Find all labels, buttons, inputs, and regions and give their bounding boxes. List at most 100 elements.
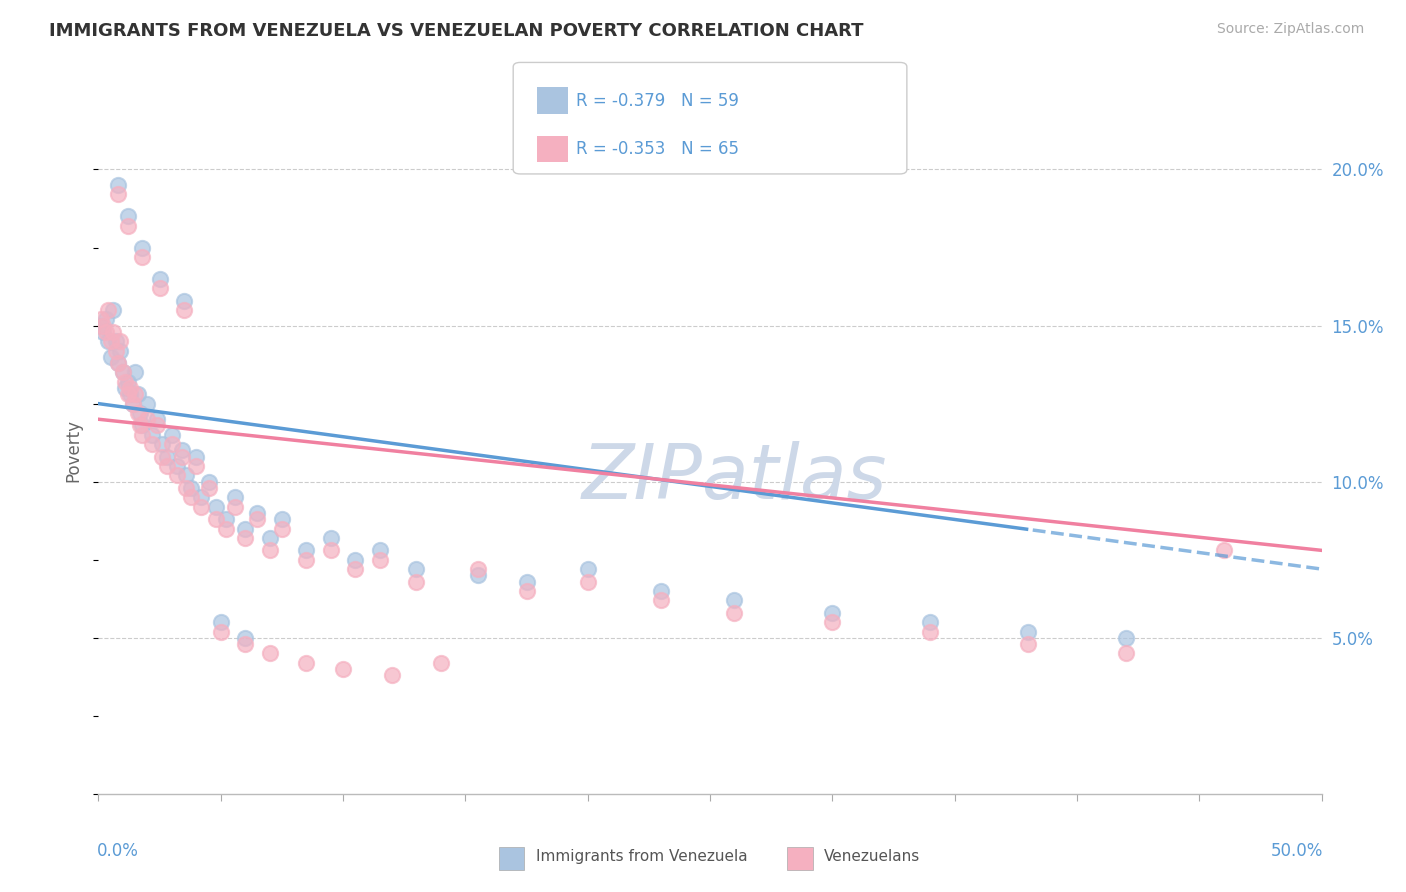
Point	[515, 583, 537, 598]
Point	[136, 396, 159, 410]
Point	[176, 468, 198, 483]
Point	[127, 387, 149, 401]
Point	[104, 343, 127, 358]
Point	[104, 334, 127, 348]
Point	[405, 562, 427, 576]
Point	[114, 381, 136, 395]
Point	[186, 450, 208, 464]
Point	[723, 593, 745, 607]
Point	[723, 606, 745, 620]
Text: R = -0.353   N = 65: R = -0.353 N = 65	[576, 140, 740, 158]
Point	[120, 381, 142, 395]
Point	[131, 418, 153, 433]
Point	[149, 281, 172, 295]
Point	[295, 543, 318, 558]
Point	[295, 656, 318, 670]
Point	[141, 427, 163, 442]
Point	[259, 531, 281, 545]
Point	[214, 512, 236, 526]
Text: 0.0%: 0.0%	[97, 842, 139, 860]
Point	[515, 574, 537, 589]
Point	[160, 427, 183, 442]
Point	[1115, 646, 1137, 660]
Point	[120, 387, 142, 401]
Point	[129, 418, 152, 433]
Point	[146, 418, 169, 433]
Point	[124, 365, 146, 379]
Point	[650, 583, 672, 598]
Point	[107, 178, 129, 192]
Point	[576, 562, 599, 576]
Point	[149, 271, 172, 285]
Point	[176, 481, 198, 495]
Point	[430, 656, 453, 670]
Point	[90, 318, 112, 333]
Point	[467, 562, 489, 576]
Point	[1212, 543, 1234, 558]
Point	[209, 615, 232, 630]
Point	[100, 350, 122, 364]
Point	[405, 574, 427, 589]
Point	[1017, 637, 1039, 651]
Point	[190, 490, 212, 504]
Point	[97, 302, 120, 317]
Point	[117, 209, 139, 223]
Text: 50.0%: 50.0%	[1271, 842, 1323, 860]
Point	[190, 500, 212, 514]
Point	[920, 624, 942, 639]
Point	[170, 450, 193, 464]
Point	[100, 334, 122, 348]
Text: Immigrants from Venezuela: Immigrants from Venezuela	[536, 849, 748, 863]
Point	[124, 387, 146, 401]
Point	[197, 475, 219, 489]
Point	[156, 450, 179, 464]
Point	[1017, 624, 1039, 639]
Point	[821, 606, 844, 620]
Point	[129, 406, 152, 420]
Point	[205, 500, 228, 514]
Y-axis label: Poverty: Poverty	[65, 419, 83, 482]
Point	[110, 343, 132, 358]
Point	[101, 302, 124, 317]
Point	[180, 481, 202, 495]
Point	[173, 302, 195, 317]
Text: R = -0.379   N = 59: R = -0.379 N = 59	[576, 92, 740, 110]
Point	[205, 512, 228, 526]
Point	[101, 325, 124, 339]
Point	[107, 356, 129, 370]
Point	[121, 396, 143, 410]
Point	[91, 325, 114, 339]
Text: ZIPatlas: ZIPatlas	[582, 441, 887, 515]
Point	[186, 458, 208, 473]
Point	[224, 500, 246, 514]
Point	[166, 458, 188, 473]
Point	[107, 356, 129, 370]
Point	[270, 521, 294, 535]
Point	[344, 562, 367, 576]
Point	[110, 334, 132, 348]
Point	[197, 481, 219, 495]
Point	[91, 318, 114, 333]
Point	[146, 412, 169, 426]
Point	[214, 521, 236, 535]
Point	[295, 552, 318, 567]
Point	[821, 615, 844, 630]
Point	[381, 668, 404, 682]
Point	[131, 427, 153, 442]
Point	[170, 443, 193, 458]
Point	[90, 312, 112, 326]
Point	[368, 543, 391, 558]
Point	[117, 375, 139, 389]
Point	[160, 437, 183, 451]
Point	[131, 250, 153, 264]
Point	[166, 468, 188, 483]
Point	[107, 187, 129, 202]
Point	[150, 450, 173, 464]
Point	[246, 512, 269, 526]
Point	[117, 219, 139, 233]
Point	[344, 552, 367, 567]
Point	[650, 593, 672, 607]
Text: Source: ZipAtlas.com: Source: ZipAtlas.com	[1216, 22, 1364, 37]
Point	[94, 312, 117, 326]
Point	[127, 406, 149, 420]
